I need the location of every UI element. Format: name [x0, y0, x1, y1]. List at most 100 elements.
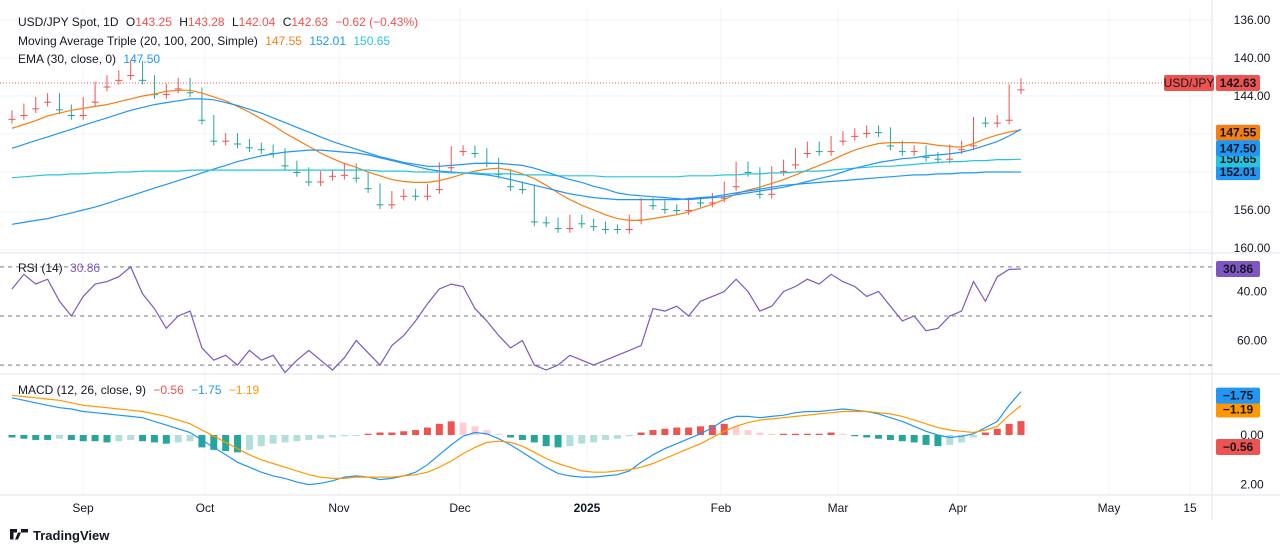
macd-histogram-bar: [174, 435, 182, 443]
rsi-tick: 40.00: [1237, 284, 1267, 298]
rsi-pane: [0, 265, 1212, 374]
time-axis-label: Sep: [72, 501, 94, 515]
macd-histogram-bar: [803, 433, 811, 435]
macd-histogram-bar: [115, 435, 123, 442]
candle-body: [91, 101, 99, 103]
time-axis-label: Feb: [711, 501, 732, 515]
macd-histogram-bar: [756, 432, 764, 435]
symbol-tag: USD/JPY: [1164, 76, 1215, 90]
candle-body: [649, 205, 657, 207]
candle-body: [257, 149, 265, 151]
ema-tag: 147.50: [1220, 141, 1257, 155]
macd-histogram-bar: [55, 435, 63, 439]
candle-body: [412, 195, 420, 197]
symbol-tag-bg: [1164, 74, 1214, 91]
price-pane: [0, 60, 1212, 234]
high-value: 143.28: [187, 15, 225, 29]
candle-body: [364, 188, 372, 190]
time-axis-label: Oct: [196, 501, 215, 515]
macd-legend-row: MACD (12, 26, close, 9) −0.56 −1.75 −1.1…: [18, 382, 263, 398]
macd-histogram-bar: [839, 433, 847, 435]
macd-histogram-bar: [8, 435, 16, 438]
ema-value: 147.50: [123, 52, 161, 66]
macd-histogram-bar: [649, 430, 657, 435]
ema-tag-bg: [1216, 140, 1260, 157]
candle-body: [222, 140, 230, 142]
candle-body: [234, 143, 242, 145]
candle-body: [958, 149, 966, 151]
macd-tick: 0.00: [1240, 428, 1264, 442]
time-scale: Sep Oct Nov Dec 2025 Feb Mar Apr May 15: [72, 501, 1197, 515]
price-legend-row: USD/JPY Spot, 1D O143.25 H143.28 L142.04…: [18, 14, 422, 30]
macd-histogram-bar: [673, 427, 681, 435]
candle-body: [744, 172, 752, 173]
tradingview-logo-icon: [10, 528, 28, 539]
macd-histogram-bar: [127, 435, 135, 440]
macd-histogram-bar: [958, 435, 966, 443]
macd-histogram-bar: [329, 435, 337, 438]
macd-histogram-bar: [44, 435, 52, 440]
price-tick: 140.00: [1234, 51, 1271, 65]
candle-body: [127, 75, 135, 77]
last-price-tag: 142.63: [1220, 76, 1257, 90]
ema-indicator-title[interactable]: EMA (30, close, 0): [18, 52, 117, 66]
macd-histogram-bar: [435, 423, 443, 435]
candle-body: [1005, 119, 1013, 121]
high-label: H143.28: [179, 15, 225, 29]
candle-body: [352, 177, 360, 179]
macd-histogram-bar: [708, 425, 716, 435]
macd-line: [11, 391, 1022, 486]
macd-histogram-bar: [578, 435, 586, 444]
macd-histogram-bar: [423, 427, 431, 435]
candle-body: [768, 193, 776, 195]
macd-signal-tag: −1.19: [1223, 403, 1254, 417]
macd-histogram-bar: [471, 426, 479, 435]
ma100-value: 152.01: [309, 34, 347, 48]
candle-body: [685, 210, 693, 211]
macd-histogram-bar: [32, 435, 40, 440]
macd-histogram-bar: [768, 433, 776, 435]
macd-histogram-bar: [103, 435, 111, 443]
symbol-label[interactable]: USD/JPY Spot, 1D: [18, 15, 119, 29]
open-label: O143.25: [125, 15, 172, 29]
candle-body: [32, 108, 40, 110]
candle-body: [174, 88, 182, 90]
macd-histogram-bar: [257, 435, 265, 447]
candle-body: [459, 151, 467, 153]
macd-title[interactable]: MACD (12, 26, close, 9): [18, 383, 147, 397]
candle-body: [305, 181, 313, 183]
time-axis-label: Dec: [449, 501, 470, 515]
macd-histogram-bar: [150, 435, 158, 443]
time-axis-label: Apr: [949, 501, 968, 515]
macd-histogram-bar: [863, 435, 871, 438]
macd-histogram-bar: [922, 435, 930, 445]
rsi-tick: 60.00: [1237, 334, 1267, 348]
macd-histogram-bar: [542, 435, 550, 447]
ma-indicator-title[interactable]: Moving Average Triple (20, 100, 200, Sim…: [18, 34, 258, 48]
low-value: 142.04: [238, 15, 276, 29]
macd-histogram-bar: [459, 422, 467, 435]
macd-histogram-bar: [400, 431, 408, 435]
macd-histogram-bar: [780, 433, 788, 435]
macd-histogram-bar: [910, 435, 918, 443]
candle-body: [791, 164, 799, 166]
tradingview-brand[interactable]: TradingView: [10, 528, 109, 543]
candle-body: [566, 228, 574, 230]
sma-100-line: [11, 149, 1022, 225]
candle-body: [55, 109, 63, 111]
ma20-tag-bg: [1216, 124, 1260, 141]
candle-body: [388, 204, 396, 206]
macd-histogram-bar: [495, 433, 503, 435]
macd-line-value: −1.75: [191, 383, 222, 397]
macd-histogram-bar: [791, 433, 799, 435]
candle-body: [993, 122, 1001, 124]
macd-histogram-bar: [554, 435, 562, 448]
rsi-title[interactable]: RSI (14): [18, 261, 63, 275]
candle-body: [863, 133, 871, 135]
candle-body: [922, 156, 930, 158]
macd-hist-tag-bg: [1216, 439, 1260, 455]
candle-body: [886, 145, 894, 147]
candle-body: [8, 118, 16, 120]
